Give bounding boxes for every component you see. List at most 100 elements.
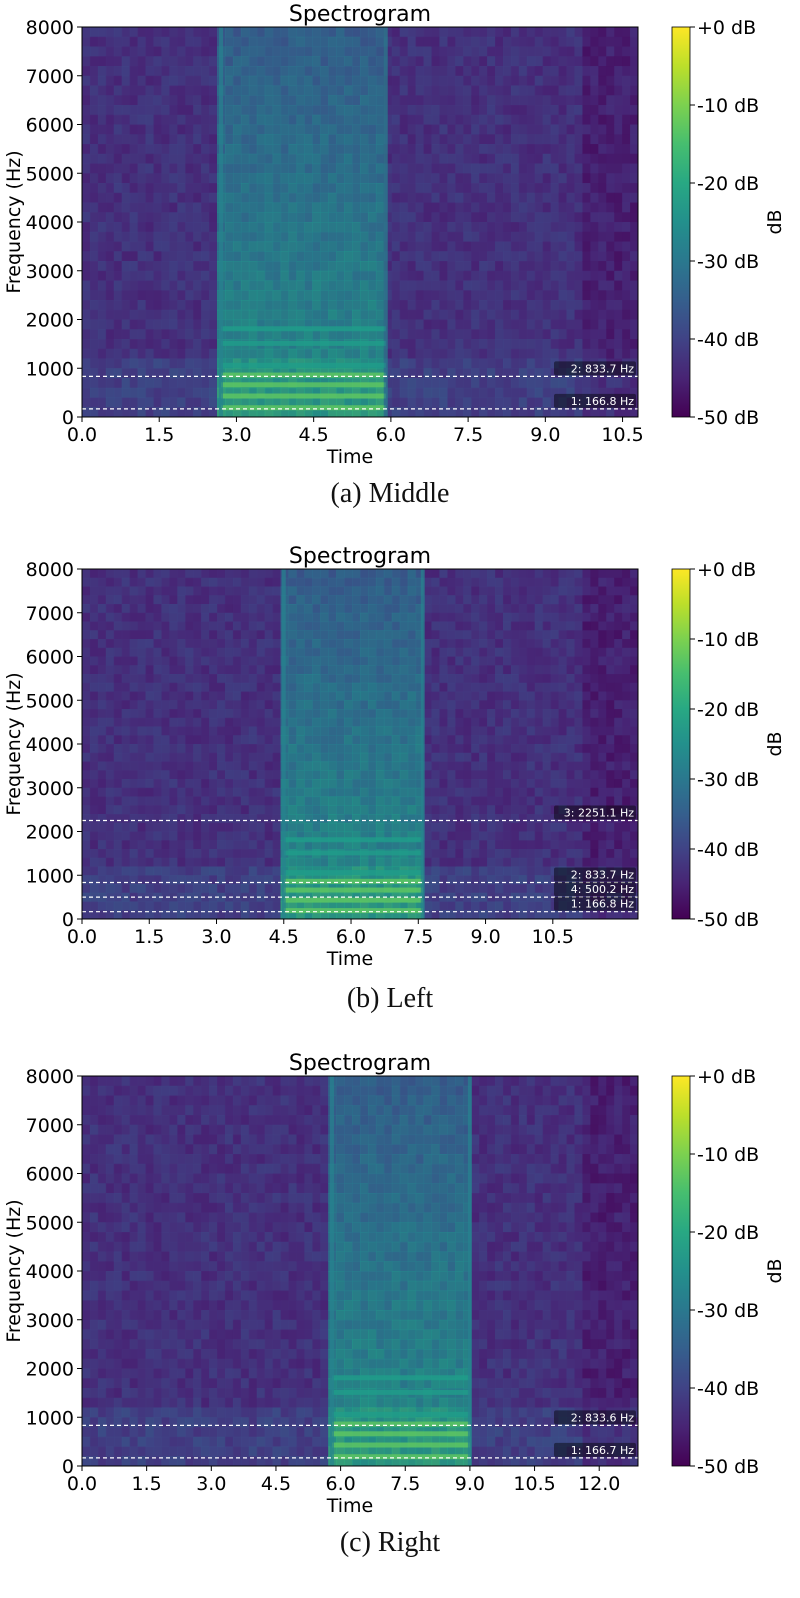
heatmap-cell bbox=[455, 124, 464, 135]
heatmap-cell bbox=[224, 329, 234, 340]
heatmap-cell bbox=[614, 153, 623, 165]
heatmap-cell bbox=[256, 309, 266, 321]
heatmap-cell bbox=[129, 358, 139, 369]
heatmap-cell bbox=[272, 105, 282, 116]
heatmap-cell bbox=[296, 212, 305, 223]
heatmap-cell bbox=[177, 787, 186, 798]
heatmap-cell bbox=[550, 368, 560, 379]
heatmap-cell bbox=[153, 27, 163, 38]
heatmap-cell bbox=[590, 290, 599, 301]
heatmap-cell bbox=[312, 604, 321, 614]
heatmap-cell bbox=[185, 612, 194, 623]
heatmap-cell bbox=[97, 840, 107, 850]
heatmap-cell bbox=[415, 124, 425, 135]
heatmap-cell bbox=[463, 309, 472, 321]
heatmap-cell bbox=[177, 814, 186, 824]
heatmap-cell bbox=[288, 270, 298, 282]
heatmap-cell bbox=[550, 251, 560, 262]
heatmap-cell bbox=[145, 368, 155, 379]
heatmap-cell bbox=[431, 95, 441, 106]
heatmap-cell bbox=[391, 744, 401, 754]
heatmap-cell bbox=[630, 144, 638, 155]
heatmap-cell bbox=[344, 814, 353, 824]
heatmap-cell bbox=[383, 241, 393, 252]
heatmap-cell bbox=[407, 85, 417, 96]
heatmap-cell bbox=[209, 796, 218, 806]
heatmap-cell bbox=[375, 144, 385, 155]
heatmap-cell bbox=[574, 387, 583, 399]
heatmap-cell bbox=[606, 173, 615, 184]
heatmap-cell bbox=[113, 134, 123, 145]
heatmap-cell bbox=[463, 261, 472, 272]
heatmap-cell bbox=[487, 857, 496, 868]
heatmap-cell bbox=[566, 290, 576, 301]
heatmap-cell bbox=[431, 368, 441, 379]
heatmap-cell bbox=[97, 577, 107, 588]
heatmap-cell bbox=[391, 163, 401, 174]
heatmap-cell bbox=[97, 630, 107, 640]
heatmap-cell bbox=[145, 144, 155, 155]
heatmap-cell bbox=[113, 805, 123, 815]
heatmap-cell bbox=[264, 397, 274, 408]
heatmap-cell bbox=[240, 407, 250, 417]
heatmap-cell bbox=[606, 270, 615, 282]
heatmap-cell bbox=[209, 910, 218, 919]
heatmap-cell bbox=[471, 339, 480, 350]
heatmap-cell bbox=[487, 124, 496, 135]
heatmap-cell bbox=[367, 717, 377, 728]
heatmap-cell bbox=[153, 849, 163, 859]
heatmap-cell bbox=[439, 183, 448, 194]
heatmap-cell bbox=[518, 183, 528, 194]
heatmap-cell bbox=[598, 280, 607, 291]
heatmap-cell bbox=[423, 691, 433, 701]
heatmap-cell bbox=[399, 153, 409, 165]
heatmap-cell bbox=[89, 884, 99, 894]
heatmap-cell bbox=[185, 134, 194, 145]
heatmap-cell bbox=[455, 153, 464, 165]
heatmap-cell bbox=[280, 212, 290, 223]
heatmap-cell bbox=[320, 595, 329, 605]
heatmap-cell bbox=[177, 647, 186, 658]
heatmap-cell bbox=[566, 95, 576, 106]
heatmap-cell bbox=[415, 761, 425, 771]
heatmap-cell bbox=[232, 691, 242, 701]
heatmap-cell bbox=[320, 796, 329, 806]
heatmap-cell bbox=[622, 348, 631, 360]
heatmap-cell bbox=[502, 173, 512, 184]
heatmap-cell bbox=[479, 647, 488, 658]
heatmap-cell bbox=[367, 36, 377, 48]
heatmap-cell bbox=[630, 95, 638, 106]
heatmap-cell bbox=[614, 368, 623, 379]
heatmap-cell bbox=[598, 202, 607, 213]
heatmap-cell bbox=[105, 95, 115, 106]
heatmap-cell bbox=[97, 280, 107, 291]
heatmap-cell bbox=[614, 85, 623, 96]
heatmap-cell bbox=[534, 75, 544, 87]
heatmap-cell bbox=[367, 114, 377, 126]
heatmap-cell bbox=[431, 700, 441, 710]
heatmap-cell bbox=[502, 329, 512, 340]
heatmap-cell bbox=[367, 621, 377, 631]
heatmap-cell bbox=[487, 46, 496, 57]
heatmap-cell bbox=[153, 66, 163, 77]
heatmap-cell bbox=[423, 144, 433, 155]
heatmap-cell bbox=[526, 358, 536, 369]
heatmap-cell bbox=[439, 840, 448, 850]
heatmap-cell bbox=[447, 290, 456, 301]
heatmap-cell bbox=[367, 787, 377, 798]
heatmap-cell bbox=[471, 144, 480, 155]
heatmap-cell bbox=[479, 114, 488, 126]
heatmap-cell bbox=[447, 691, 456, 701]
heatmap-cell bbox=[328, 241, 337, 252]
heatmap-cell bbox=[232, 36, 242, 48]
heatmap-cell bbox=[502, 163, 512, 174]
heatmap-cell bbox=[447, 192, 456, 204]
heatmap-cell bbox=[105, 134, 115, 145]
heatmap-cell bbox=[550, 144, 560, 155]
heatmap-cell bbox=[232, 319, 242, 330]
heatmap-cell bbox=[360, 761, 369, 771]
heatmap-cell bbox=[248, 577, 258, 588]
heatmap-cell bbox=[606, 163, 615, 174]
heatmap-cell bbox=[288, 144, 298, 155]
heatmap-cell bbox=[455, 348, 464, 360]
